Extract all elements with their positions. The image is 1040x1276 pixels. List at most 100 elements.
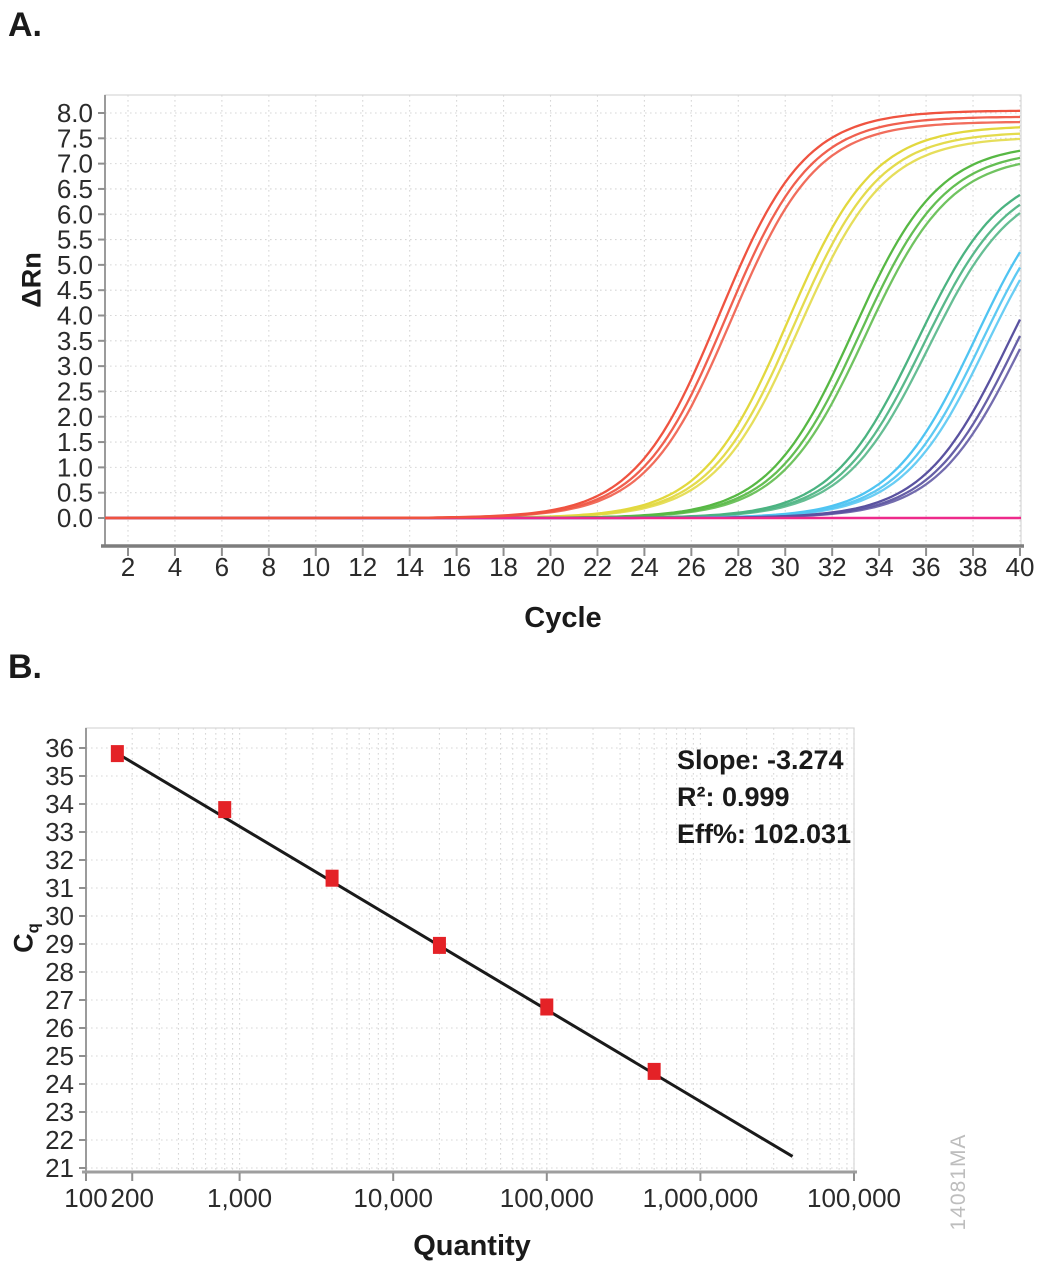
amplification-curve-standard-6-purple (105, 318, 1021, 520)
y-tick-label: 0.5 (57, 478, 93, 508)
y-tick-label: 29 (45, 929, 74, 959)
slope-value: Slope: -3.274 (677, 745, 844, 775)
x-axis-title-quantity: Quantity (413, 1230, 531, 1262)
x-tick-label: 1,000,000 (643, 1183, 759, 1213)
x-tick-label: 200 (111, 1183, 154, 1213)
y-tick-label: 5.5 (57, 225, 93, 255)
x-tick-label: 30 (771, 552, 800, 582)
amplification-curve-standard-4-teal (105, 193, 1021, 520)
x-tick-label: 10 (301, 552, 330, 582)
amplification-curves (105, 109, 1021, 520)
y-tick-label: 6.5 (57, 174, 93, 204)
y-tick-label: 1.0 (57, 452, 93, 482)
standard-point (432, 936, 446, 954)
y-axis-title-delta-rn: ΔRn (16, 252, 47, 308)
y-tick-label: 26 (45, 1013, 74, 1043)
x-tick-label: 18 (489, 552, 518, 582)
y-tick-label: 30 (45, 901, 74, 931)
x-tick-label: 32 (818, 552, 847, 582)
standard-point (325, 869, 339, 887)
amplification-curve-standard-4-teal (105, 203, 1021, 520)
figure-id-watermark: 14081MA (947, 1133, 970, 1231)
y-tick-label: 32 (45, 845, 74, 875)
x-tick-label: 40 (1006, 552, 1035, 582)
x-axis-title-cycle: Cycle (524, 602, 602, 634)
amplification-curve-standard-5-cyan (105, 251, 1021, 520)
y-tick-label: 3.5 (57, 326, 93, 356)
amplification-curve-standard-4-teal (105, 212, 1021, 520)
y-tick-label: 2.0 (57, 402, 93, 432)
amplification-curve-standard-1-red (105, 115, 1020, 520)
standard-point (647, 1062, 661, 1080)
x-tick-label: 14 (395, 552, 424, 582)
x-tick-label: 22 (583, 552, 612, 582)
x-tick-label: 16 (442, 552, 471, 582)
x-tick-label: 4 (168, 552, 182, 582)
y-tick-label: 0.0 (57, 503, 93, 533)
y-tick-label: 8.0 (57, 98, 93, 128)
amplification-curve-standard-2-yellow (105, 137, 1021, 520)
y-tick-label: 34 (45, 789, 74, 819)
x-tick-label: 26 (677, 552, 706, 582)
y-tick-label: 4.0 (57, 301, 93, 331)
amplification-curve-standard-3-green (105, 156, 1021, 520)
y-tick-label: 27 (45, 985, 74, 1015)
r-squared-value: R²: 0.999 (677, 782, 790, 812)
y-tick-label: 2.5 (57, 376, 93, 406)
y-tick-label: 3.0 (57, 351, 93, 381)
x-tick-label: 10,000 (353, 1183, 433, 1213)
cq-subscript: q (23, 923, 43, 934)
efficiency-value: Eff%: 102.031 (677, 819, 852, 849)
cq-main: C (8, 933, 39, 953)
amplification-curve-standard-2-yellow (105, 132, 1021, 520)
x-tick-label: 34 (865, 552, 894, 582)
standard-point (540, 998, 554, 1016)
y-tick-label: 33 (45, 817, 74, 847)
panel-a-label: A. (8, 6, 42, 44)
panel-a-amplification-plot: 8.07.57.06.56.05.55.04.54.03.53.02.52.01… (57, 94, 1035, 582)
x-tick-label: 6 (215, 552, 229, 582)
x-tick-label: 36 (912, 552, 941, 582)
x-tick-label: 100,000 (500, 1183, 594, 1213)
y-tick-label: 23 (45, 1097, 74, 1127)
standard-point (218, 801, 232, 819)
x-tick-label: 38 (959, 552, 988, 582)
fit-line (116, 752, 794, 1158)
amplification-curve-standard-1-red (105, 109, 1021, 520)
x-tick-label: 100,000 (807, 1183, 901, 1213)
y-tick-label: 4.5 (57, 275, 93, 305)
y-tick-label: 24 (45, 1069, 74, 1099)
amplification-curve-standard-2-yellow (105, 126, 1021, 520)
y-tick-label: 35 (45, 761, 74, 791)
standard-points (110, 745, 661, 1080)
x-tick-label: 20 (536, 552, 565, 582)
y-tick-label: 7.5 (57, 123, 93, 153)
amplification-curve-standard-6-purple (105, 348, 1021, 520)
y-axis-title-cq: Cq (8, 923, 43, 953)
y-tick-label: 25 (45, 1041, 74, 1071)
panel-b-label: B. (8, 648, 42, 686)
x-tick-label: 100 (64, 1183, 107, 1213)
x-tick-label: 28 (724, 552, 753, 582)
x-tick-label: 24 (630, 552, 659, 582)
x-tick-label: 12 (348, 552, 377, 582)
y-tick-label: 21 (45, 1153, 74, 1183)
amplification-curve-standard-1-red (105, 120, 1020, 520)
y-tick-label: 1.5 (57, 427, 93, 457)
y-tick-label: 36 (45, 733, 74, 763)
standard-point (110, 745, 124, 763)
y-tick-label: 7.0 (57, 149, 93, 179)
y-tick-label: 28 (45, 957, 74, 987)
amplification-curve-standard-3-green (105, 149, 1021, 520)
y-tick-label: 6.0 (57, 199, 93, 229)
fit-statistics-annotation: Slope: -3.274 R²: 0.999 Eff%: 102.031 (677, 742, 851, 853)
x-tick-label: 8 (262, 552, 276, 582)
y-tick-label: 5.0 (57, 250, 93, 280)
y-tick-label: 22 (45, 1125, 74, 1155)
x-tick-label: 1,000 (207, 1183, 272, 1213)
x-tick-label: 2 (121, 552, 135, 582)
amplification-curve-standard-3-green (105, 162, 1021, 520)
y-tick-label: 31 (45, 873, 74, 903)
